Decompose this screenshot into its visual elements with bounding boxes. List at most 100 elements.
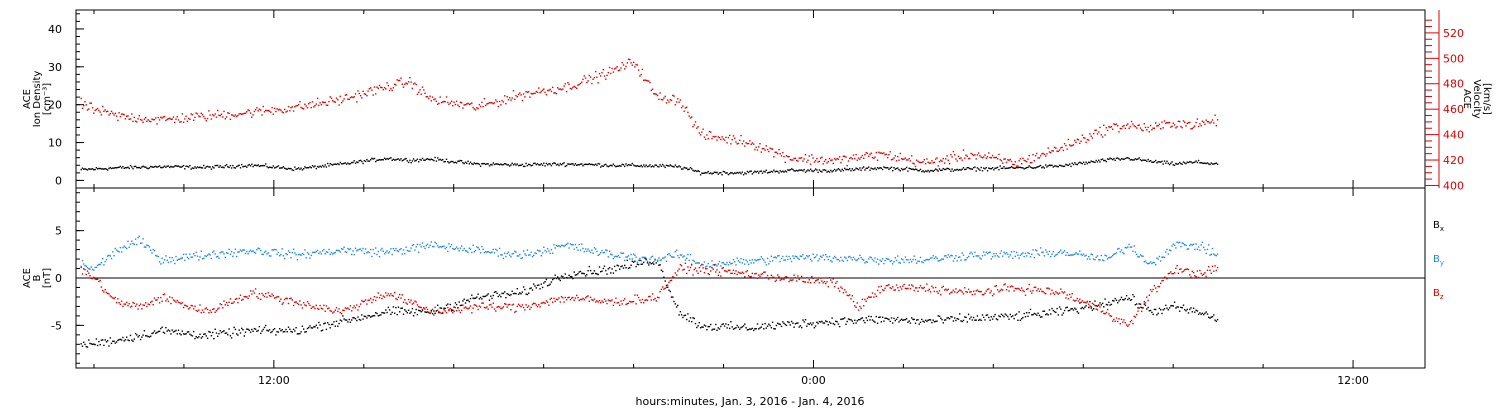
data-point	[335, 249, 338, 252]
data-point	[349, 96, 352, 99]
data-point	[1082, 301, 1085, 304]
data-point	[1120, 296, 1123, 299]
data-point	[639, 259, 641, 261]
data-point	[182, 333, 185, 335]
data-point	[773, 256, 775, 259]
y-tick-label: -5	[51, 319, 62, 332]
data-point	[866, 297, 869, 300]
data-point	[145, 246, 147, 248]
data-point	[995, 285, 998, 287]
data-point	[914, 168, 917, 170]
data-point	[289, 110, 291, 112]
data-point	[1095, 305, 1097, 307]
data-point	[679, 264, 682, 266]
data-point	[354, 247, 357, 249]
data-point	[975, 319, 977, 321]
data-point	[139, 242, 142, 245]
data-point	[497, 255, 499, 257]
data-point	[477, 293, 479, 295]
data-point	[994, 255, 996, 257]
data-point	[450, 160, 453, 163]
data-point	[338, 104, 340, 106]
data-point	[531, 255, 534, 258]
data-point	[1181, 163, 1183, 165]
data-point	[392, 248, 395, 250]
data-point	[362, 247, 364, 250]
data-point	[1106, 258, 1109, 260]
data-point	[455, 100, 458, 102]
data-point	[110, 257, 113, 260]
data-point	[545, 162, 548, 165]
data-point	[512, 164, 515, 166]
data-point	[617, 265, 620, 267]
data-point	[1118, 300, 1120, 302]
data-point	[415, 246, 417, 248]
data-point	[163, 332, 166, 334]
data-point	[605, 249, 607, 251]
data-point	[338, 308, 340, 310]
data-point	[485, 295, 487, 297]
data-point	[688, 269, 690, 272]
data-point	[644, 299, 646, 301]
data-point	[908, 320, 910, 322]
data-point	[639, 257, 641, 260]
data-point	[830, 279, 832, 281]
data-point	[978, 152, 980, 154]
data-point	[558, 297, 560, 299]
data-point	[232, 114, 234, 116]
data-point	[397, 158, 400, 160]
data-point	[857, 257, 860, 260]
data-point	[711, 137, 713, 140]
data-point	[610, 164, 612, 166]
data-point	[249, 331, 252, 333]
data-point	[160, 296, 162, 299]
data-point	[380, 159, 382, 161]
data-point	[443, 161, 445, 163]
data-point	[205, 120, 207, 122]
data-point	[813, 257, 816, 259]
data-point	[371, 301, 373, 304]
data-point	[924, 170, 927, 172]
data-point	[541, 252, 544, 254]
data-point	[448, 103, 450, 106]
data-point	[778, 276, 780, 278]
data-point	[1153, 285, 1156, 287]
data-point	[749, 276, 751, 278]
data-point	[1100, 158, 1102, 161]
data-point	[377, 159, 379, 161]
data-point	[1196, 270, 1199, 272]
data-point	[673, 256, 675, 258]
data-point	[893, 289, 895, 291]
data-point	[314, 326, 316, 328]
x-tick-label: 0:00	[801, 374, 826, 387]
data-point	[554, 162, 556, 165]
data-point	[412, 244, 415, 246]
data-point	[176, 116, 178, 118]
data-point	[560, 164, 563, 166]
data-point	[1053, 146, 1056, 149]
data-point	[713, 263, 716, 266]
data-point	[404, 253, 406, 255]
data-point	[150, 301, 152, 303]
data-point	[635, 165, 637, 167]
data-point	[1139, 303, 1142, 305]
data-point	[568, 83, 570, 86]
data-point	[137, 166, 139, 169]
data-point	[928, 319, 931, 321]
data-point	[458, 105, 460, 108]
data-point	[978, 319, 980, 321]
data-point	[1110, 158, 1113, 160]
data-point	[721, 136, 723, 138]
data-point	[203, 333, 205, 335]
data-point	[567, 163, 569, 165]
data-point	[1148, 294, 1150, 296]
data-point	[932, 162, 934, 164]
data-point	[711, 267, 713, 269]
data-point	[691, 116, 693, 118]
data-point	[286, 253, 288, 256]
data-point	[919, 285, 922, 287]
data-point	[708, 172, 711, 175]
data-point	[1163, 160, 1166, 162]
data-point	[373, 157, 376, 160]
data-point	[581, 81, 583, 83]
